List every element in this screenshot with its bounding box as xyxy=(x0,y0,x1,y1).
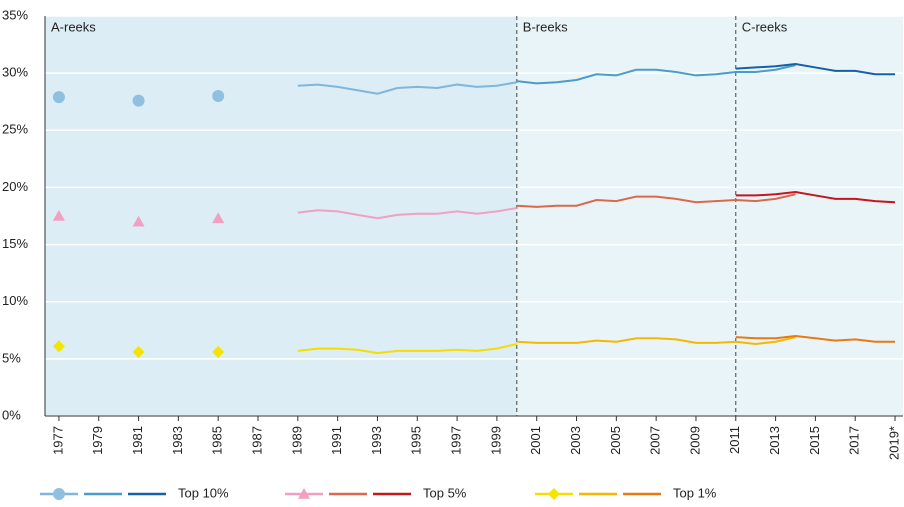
region-label: B-reeks xyxy=(523,19,568,34)
marker xyxy=(132,346,145,358)
x-tick-label: 2013 xyxy=(767,426,782,455)
series-line xyxy=(516,193,796,208)
legend-marker xyxy=(298,488,310,499)
legend-label: Top 10% xyxy=(178,485,229,500)
region-label: A-reeks xyxy=(51,19,96,34)
x-tick-label: 2001 xyxy=(528,426,543,455)
y-tick-label: 25% xyxy=(2,122,28,137)
x-tick-label: 1985 xyxy=(210,426,225,455)
marker xyxy=(52,340,65,353)
x-tick-label: 1993 xyxy=(369,426,384,455)
x-tick-label: 2007 xyxy=(648,426,663,455)
x-tick-label: 1981 xyxy=(130,426,145,455)
series-line xyxy=(735,62,896,76)
x-tick-label: 2005 xyxy=(608,426,623,455)
marker xyxy=(52,210,65,221)
x-tick-label: 1983 xyxy=(170,426,185,455)
marker xyxy=(132,215,145,227)
x-tick-label: 1977 xyxy=(50,426,65,455)
marker xyxy=(52,91,65,104)
y-tick-label: 20% xyxy=(2,179,28,194)
x-tick-label: 2015 xyxy=(807,426,822,455)
series-line xyxy=(297,207,517,220)
x-tick-label: 2009 xyxy=(687,426,702,455)
series-line xyxy=(297,343,518,355)
series-line xyxy=(735,190,896,204)
series-line xyxy=(516,64,796,85)
y-tick-label: 5% xyxy=(2,350,21,365)
marker xyxy=(212,346,225,358)
legend-marker xyxy=(53,488,65,500)
series-line xyxy=(516,336,796,346)
x-tick-label: 2019* xyxy=(886,426,901,460)
x-tick-label: 2017 xyxy=(847,426,862,455)
y-tick-label: 15% xyxy=(2,236,28,251)
legend-label: Top 1% xyxy=(673,485,717,500)
series-line xyxy=(735,334,896,343)
x-tick-label: 1995 xyxy=(409,426,424,455)
x-tick-label: 1989 xyxy=(289,426,304,455)
x-tick-label: 1999 xyxy=(488,426,503,455)
y-tick-label: 35% xyxy=(2,7,28,22)
legend-label: Top 5% xyxy=(423,485,467,500)
x-tick-label: 2003 xyxy=(568,426,583,455)
x-tick-label: 1991 xyxy=(329,426,344,455)
legend-marker xyxy=(548,488,560,500)
y-tick-label: 30% xyxy=(2,65,28,80)
marker xyxy=(132,94,145,107)
x-tick-label: 1979 xyxy=(90,426,105,455)
series-line xyxy=(297,81,517,95)
region-label: C-reeks xyxy=(742,19,788,34)
x-tick-label: 1987 xyxy=(249,426,264,455)
y-tick-label: 0% xyxy=(2,407,21,422)
region-background xyxy=(735,16,903,416)
x-tick-label: 1997 xyxy=(449,426,464,455)
y-tick-label: 10% xyxy=(2,293,28,308)
region-background xyxy=(45,16,517,416)
marker xyxy=(212,90,225,102)
x-tick-label: 2011 xyxy=(727,426,742,454)
marker xyxy=(212,212,225,224)
